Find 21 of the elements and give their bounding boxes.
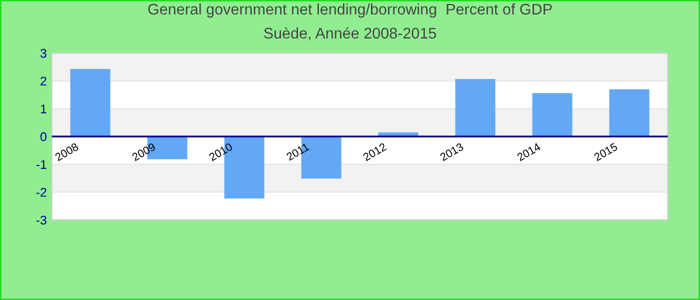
y-tick-label: -2	[36, 188, 46, 197]
x-tick-label: 2008	[54, 142, 79, 162]
x-tick-label: 2009	[132, 142, 156, 162]
x-tick-label: 2010	[208, 142, 234, 162]
y-tick-label: 0	[40, 132, 46, 142]
bar	[455, 78, 496, 136]
x-tick-label: 2011	[286, 142, 310, 161]
x-tick-label: 2015	[594, 142, 618, 162]
bar	[609, 89, 650, 136]
y-tick-label: 3	[40, 48, 46, 58]
chart-title: General government net lending/borrowing Percent of GDP	[148, 3, 552, 18]
y-tick-label: 2	[40, 76, 46, 86]
x-tick-label: 2012	[362, 142, 387, 162]
bar	[532, 93, 572, 136]
y-tick-label: 1	[40, 104, 46, 114]
x-tick-label: 2014	[516, 142, 542, 162]
bar	[70, 68, 110, 136]
y-tick-label: -1	[36, 160, 46, 169]
y-tick-label: -3	[36, 216, 46, 225]
chart-subtitle: Suède, Année 2008-2015	[264, 27, 436, 40]
x-tick-label: 2013	[440, 142, 464, 162]
